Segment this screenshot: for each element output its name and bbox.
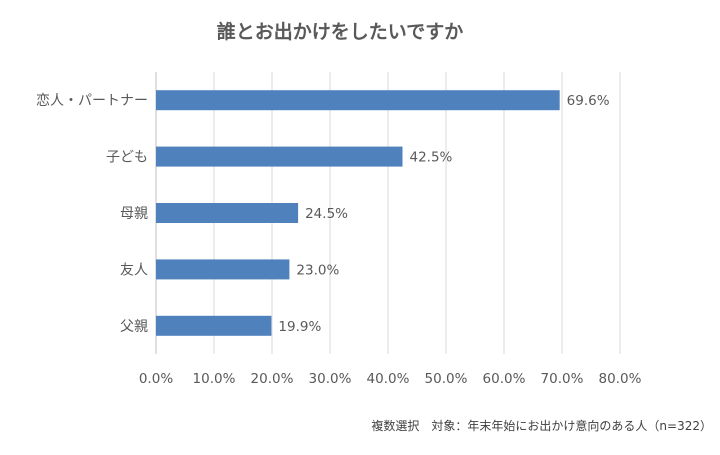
bar (156, 203, 299, 223)
chart-footnote: 複数選択 対象：年末年始にお出かけ意向のある人（n=322） (371, 418, 712, 433)
x-tick-label: 30.0% (309, 371, 352, 387)
category-label: 母親 (120, 206, 148, 222)
bar (156, 146, 403, 167)
bar (156, 315, 272, 336)
bars (156, 90, 560, 336)
x-tick-label: 50.0% (425, 371, 468, 387)
data-label: 24.5% (305, 206, 348, 222)
x-tick-label: 70.0% (541, 371, 584, 387)
category-label: 恋人・パートナー (36, 92, 148, 109)
category-label: 父親 (120, 319, 148, 335)
x-tick-label: 20.0% (251, 371, 294, 387)
x-tick-label: 0.0% (139, 371, 173, 387)
category-label: 友人 (120, 262, 148, 278)
data-label: 23.0% (296, 262, 339, 278)
bar (156, 259, 290, 280)
x-tick-label: 10.0% (193, 371, 236, 387)
data-label: 42.5% (410, 150, 453, 166)
data-label: 69.6% (567, 93, 610, 109)
data-labels: 69.6% 42.5% 24.5% 23.0% 19.9% (278, 93, 609, 335)
chart-title: 誰とお出かけをしたいですか (217, 20, 463, 43)
x-axis-tick-labels: 0.0% 10.0% 20.0% 30.0% 40.0% 50.0% 60.0% 70.0% 8… (139, 371, 642, 387)
data-label: 19.9% (278, 319, 321, 335)
x-tick-label: 60.0% (483, 371, 526, 387)
bar (156, 90, 560, 111)
x-tick-label: 40.0% (367, 371, 410, 387)
gridlines (155, 72, 621, 354)
x-tick-label: 80.0% (599, 371, 642, 387)
category-label: 子ども (106, 150, 148, 166)
